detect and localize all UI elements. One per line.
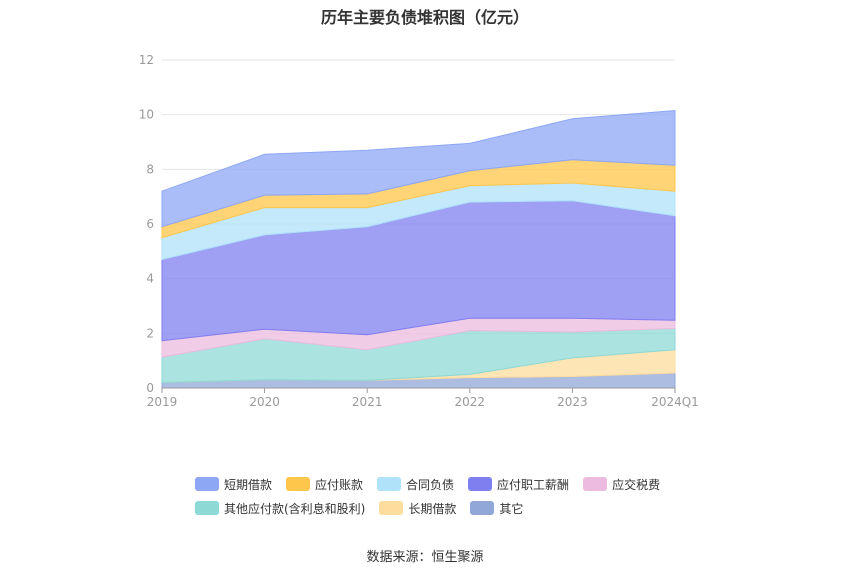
legend-row: 其他应付款(含利息和股利) 长期借款 其它 xyxy=(195,496,675,520)
legend-swatch xyxy=(195,477,219,491)
y-tick-label: 12 xyxy=(139,53,154,67)
axes: 0 2 4 6 8 10 12 2019 2020 2021 2022 2023 2024Q1 xyxy=(139,53,699,409)
source-note: 数据来源：恒生聚源 xyxy=(366,550,484,565)
x-tick-label: 2023 xyxy=(557,395,588,409)
legend-item[interactable]: 其它 xyxy=(470,500,523,517)
x-tick-label: 2019 xyxy=(147,395,178,409)
legend-item[interactable]: 短期借款 xyxy=(195,476,272,493)
x-tick-label: 2021 xyxy=(352,395,383,409)
legend-item[interactable]: 应交税费 xyxy=(583,476,660,493)
legend: 短期借款 应付账款 合同负债 应付职工薪酬 应交税费 其他应付款(含利息和股利) 长期借款其… xyxy=(195,472,675,520)
chart-title: 历年主要负债堆积图（亿元） xyxy=(320,8,529,27)
legend-label: 应交税费 xyxy=(612,477,661,492)
legend-label: 合同负债 xyxy=(406,477,455,492)
legend-item[interactable]: 合同负债 xyxy=(377,476,454,493)
legend-swatch xyxy=(583,477,608,491)
area-series-7 xyxy=(161,110,676,228)
legend-label: 应付职工薪酬 xyxy=(497,477,570,492)
legend-item[interactable]: 长期借款 xyxy=(379,500,456,517)
x-tick-label: 2020 xyxy=(249,395,280,409)
y-tick-label: 0 xyxy=(146,381,154,395)
legend-label: 长期借款 xyxy=(408,501,457,516)
legend-swatch xyxy=(377,477,402,491)
area-series-layer xyxy=(161,110,676,389)
y-tick-label: 10 xyxy=(139,108,154,122)
legend-swatch xyxy=(468,477,493,491)
y-tick-label: 8 xyxy=(146,162,154,176)
legend-row: 短期借款 应付账款 合同负债 应付职工薪酬 应交税费 xyxy=(195,472,675,496)
legend-swatch xyxy=(379,501,404,515)
legend-label: 应付账款 xyxy=(315,477,364,492)
legend-swatch xyxy=(286,477,311,491)
legend-label: 其他应付款(含利息和股利) xyxy=(224,501,366,516)
legend-swatch xyxy=(470,501,495,515)
x-tick-label: 2022 xyxy=(455,395,486,409)
stacked-area-chart: 0 2 4 6 8 10 12 2019 2020 2021 2022 2023 2024Q1 xyxy=(139,53,699,409)
legend-item[interactable]: 应付职工薪酬 xyxy=(468,476,569,493)
y-tick-label: 6 xyxy=(146,217,154,231)
legend-item[interactable]: 应付账款 xyxy=(286,476,363,493)
y-tick-label: 4 xyxy=(146,272,154,286)
legend-label: 短期借款 xyxy=(224,477,273,492)
legend-swatch xyxy=(195,501,219,515)
legend-label: 其它 xyxy=(499,501,524,516)
legend-item[interactable]: 其他应付款(含利息和股利) xyxy=(195,500,365,517)
x-tick-label: 2024Q1 xyxy=(651,395,699,409)
y-tick-label: 2 xyxy=(146,326,154,340)
